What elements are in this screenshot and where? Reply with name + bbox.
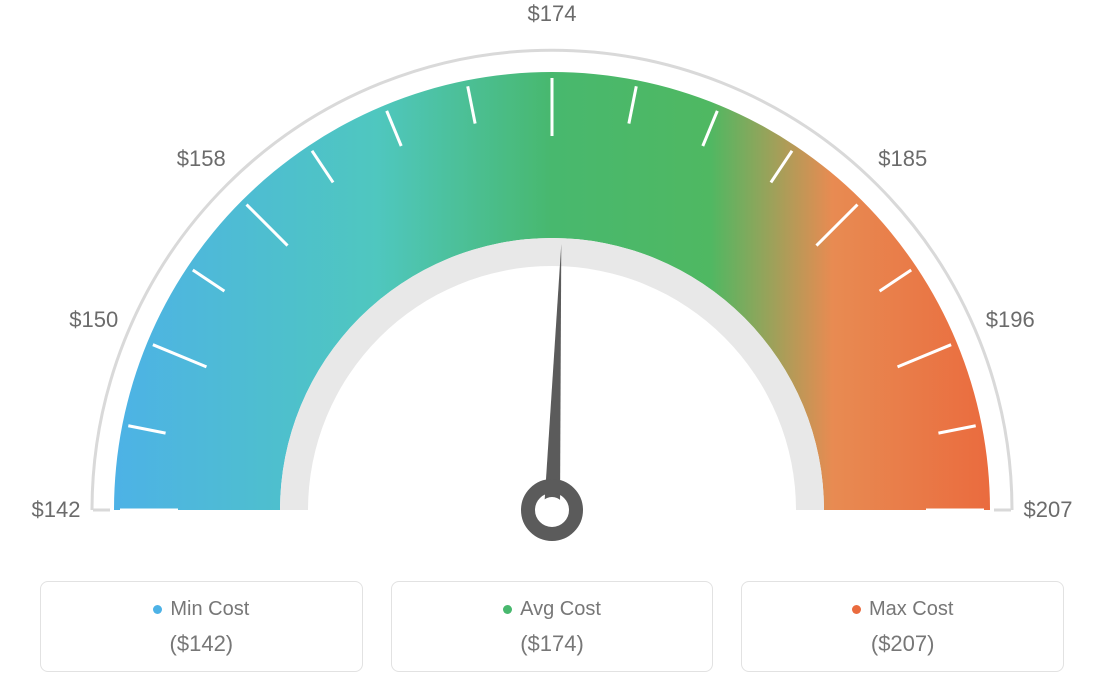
gauge-svg — [0, 0, 1104, 560]
min-cost-label: Min Cost — [170, 598, 249, 620]
gauge-tick-label: $150 — [69, 307, 118, 333]
gauge-tick-label: $185 — [878, 146, 927, 172]
max-cost-label: Max Cost — [869, 598, 953, 620]
gauge-tick-label: $174 — [528, 1, 577, 27]
avg-cost-label: Avg Cost — [520, 598, 601, 620]
min-cost-value: ($142) — [51, 631, 352, 657]
gauge-tick-label: $207 — [1024, 497, 1073, 523]
dot-icon — [852, 605, 861, 614]
max-cost-value: ($207) — [752, 631, 1053, 657]
max-cost-card: Max Cost ($207) — [741, 581, 1064, 672]
dot-icon — [153, 605, 162, 614]
avg-cost-card: Avg Cost ($174) — [391, 581, 714, 672]
gauge-chart: $142 $150 $158 $174 $185 $196 $207 — [0, 0, 1104, 560]
summary-cards: Min Cost ($142) Avg Cost ($174) Max Cost… — [0, 581, 1104, 672]
avg-cost-value: ($174) — [402, 631, 703, 657]
avg-cost-title: Avg Cost — [402, 598, 703, 621]
min-cost-card: Min Cost ($142) — [40, 581, 363, 672]
gauge-tick-label: $158 — [177, 146, 226, 172]
min-cost-title: Min Cost — [51, 598, 352, 621]
max-cost-title: Max Cost — [752, 598, 1053, 621]
gauge-tick-label: $142 — [32, 497, 81, 523]
gauge-tick-label: $196 — [986, 307, 1035, 333]
dot-icon — [503, 605, 512, 614]
